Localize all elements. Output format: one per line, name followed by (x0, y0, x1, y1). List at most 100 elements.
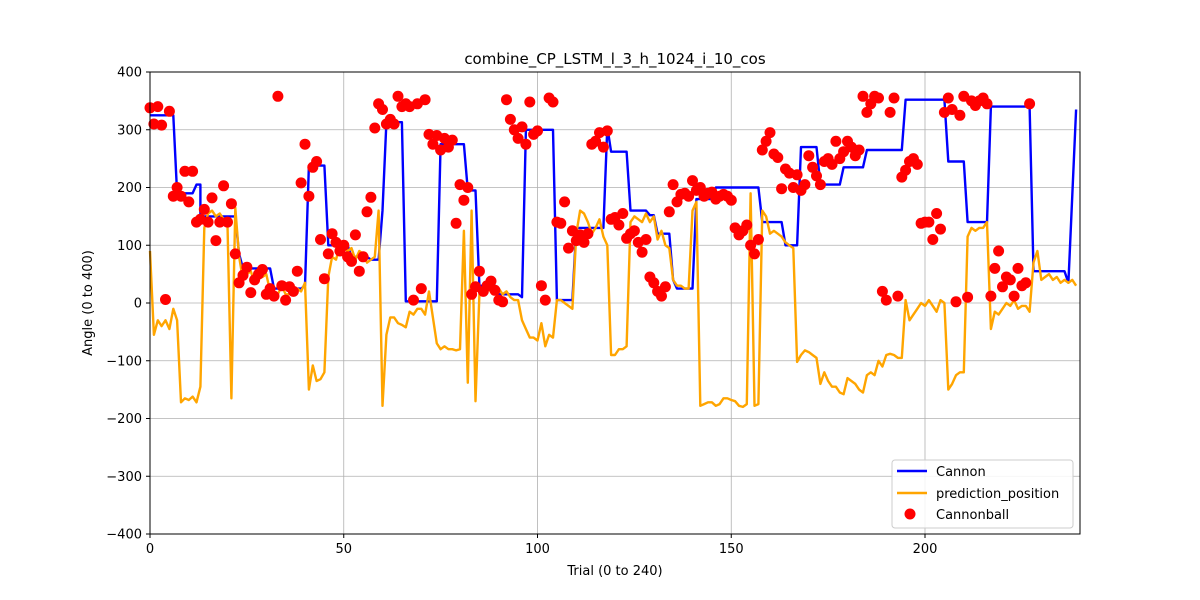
legend-label-cannonball: Cannonball (936, 508, 1009, 523)
legend-swatch-cannonball (904, 508, 916, 520)
cannonball-point (295, 177, 307, 189)
cannonball-point (1024, 98, 1036, 110)
cannonball-point (485, 275, 497, 287)
cannonball-point (694, 182, 706, 193)
cannonball-point (617, 208, 629, 219)
cannonball-point (516, 121, 528, 133)
cannonball-point (245, 287, 257, 299)
cannonball-point (179, 165, 191, 177)
cannonball-point (597, 141, 609, 153)
y-tick-label: −300 (106, 470, 142, 485)
cannonball-point (663, 206, 675, 218)
cannonball-point (547, 96, 559, 108)
cannonball-point (218, 180, 230, 192)
cannonball-point (826, 158, 838, 170)
y-tick-label: 300 (117, 123, 142, 138)
legend-label-prediction-position: prediction_position (936, 487, 1059, 502)
cannonball-point (857, 90, 869, 102)
cannonball-point (989, 262, 1001, 274)
y-tick-label: −400 (106, 528, 142, 543)
cannonball-point (942, 92, 954, 104)
cannonball-point (888, 92, 900, 104)
cannonball-point (892, 290, 904, 302)
cannonball-point (772, 152, 784, 163)
cannonball-point (214, 216, 226, 228)
cannonball-point (225, 198, 237, 210)
cannonball-point (760, 135, 772, 147)
cannonball-point (473, 265, 485, 277)
cannonball-point (927, 234, 939, 245)
cannonball-point (776, 183, 788, 195)
cannonball-point (725, 194, 737, 206)
cannonball-point (160, 294, 171, 305)
cannonball-point (900, 164, 912, 176)
cannonball-point (427, 138, 439, 150)
cannonball-point (272, 90, 284, 102)
cannonball-point (981, 98, 993, 110)
cannonball-point (229, 248, 241, 260)
cannonball-point (880, 294, 892, 306)
cannonball-point (388, 118, 400, 130)
cannonball-point (206, 192, 218, 204)
y-tick-label: 0 (134, 297, 142, 312)
cannonball-point (291, 265, 303, 277)
cannonball-point (408, 294, 419, 306)
cannonball-point (811, 170, 822, 182)
cannonball-point (559, 196, 571, 208)
cannonball-point (764, 127, 776, 139)
legend: Cannon prediction_position Cannonball (891, 459, 1074, 529)
cannonball-point (648, 277, 660, 289)
cannonball-point (346, 255, 357, 267)
y-axis-label: Angle (0 to 400) (81, 250, 96, 356)
cannonball-point (497, 296, 509, 308)
cannonball-point (532, 125, 543, 137)
cannonball-point (357, 251, 369, 263)
cannonball-point (369, 122, 381, 134)
cannonball-point (791, 169, 803, 181)
cannonball-point (512, 132, 524, 144)
cannonball-point (861, 106, 873, 118)
cannonball-point (745, 239, 757, 251)
x-axis-label: Trial (0 to 240) (566, 564, 662, 579)
cannonball-point (152, 101, 164, 113)
cannonball-point (954, 109, 966, 121)
cannonball-point (830, 135, 842, 147)
cannonball-point (756, 144, 768, 156)
cannonball-point (175, 190, 187, 202)
cannonball-point (752, 234, 764, 245)
plot-series (144, 90, 1078, 409)
cannonball-point (884, 106, 896, 118)
cannonball-point (202, 216, 214, 228)
cannonball-point (1020, 277, 1032, 289)
cannonball-point (993, 245, 1005, 257)
cannonball-point (268, 290, 280, 302)
cannonball-point (853, 144, 865, 156)
cannonball-point (667, 179, 679, 191)
cannonball-point (962, 291, 974, 303)
cannonball-point (1012, 262, 1024, 274)
legend-box (891, 459, 1074, 529)
cannonball-point (377, 104, 388, 115)
cannonball-point (311, 156, 323, 167)
x-tick-label: 200 (913, 542, 938, 557)
x-tick-label: 150 (719, 542, 744, 557)
cannonball-point (241, 261, 253, 273)
cannonball-point (683, 190, 695, 202)
cannonball-point (187, 165, 199, 177)
cannonball-point (985, 290, 997, 302)
cannonball-point (462, 182, 474, 193)
cannonball-point (656, 290, 667, 302)
cannonball-point (946, 104, 958, 115)
cannonball-point (287, 285, 299, 297)
y-tick-label: −100 (106, 354, 142, 369)
cannonball-point (315, 234, 326, 245)
cannonball-point (419, 94, 431, 106)
cannonball-point (687, 175, 698, 187)
cannonball-point (636, 246, 648, 258)
cannonball-point (504, 113, 516, 125)
axis-ticks: 0 50 100 150 200 −400 −300 −200 −100 0 100 200 300 40… (106, 66, 937, 558)
cannonball-point (171, 182, 183, 193)
cannonball-point (163, 105, 175, 117)
cannonball-point (1004, 274, 1016, 286)
